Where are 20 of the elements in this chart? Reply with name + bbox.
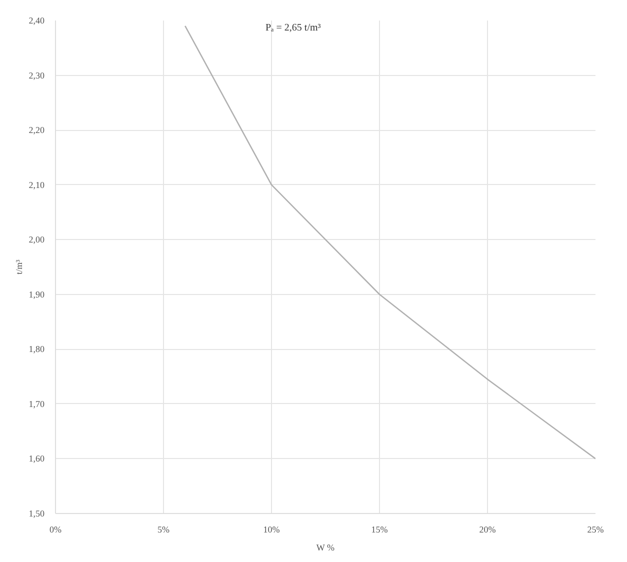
y-tick-label: 2,40 <box>28 16 45 26</box>
x-tick-label: 0% <box>50 524 62 534</box>
x-tick-label: 10% <box>263 524 280 534</box>
x-tick-label: 15% <box>371 524 388 534</box>
y-tick-label: 1,90 <box>28 289 45 300</box>
y-tick-label: 2,30 <box>28 70 45 80</box>
x-axis-title: W % <box>316 542 335 552</box>
annotation: Pₐ = 2,65 t/m³ <box>266 22 321 34</box>
y-tick-label: 1,70 <box>28 398 45 409</box>
y-tick-label: 1,60 <box>28 454 45 464</box>
x-tick-label: 5% <box>158 524 170 534</box>
y-tick-label: 1,80 <box>28 344 45 354</box>
line-series <box>184 25 596 460</box>
x-tick-label: 25% <box>587 524 604 534</box>
y-tick-label: 2,10 <box>28 180 45 190</box>
y-axis-title: t/m³ <box>14 259 24 274</box>
y-tick-label: 1,50 <box>28 508 45 518</box>
y-tick-label: 2,00 <box>28 234 45 245</box>
y-tick-label: 2,20 <box>28 125 45 136</box>
x-tick-label: 20% <box>479 524 496 534</box>
